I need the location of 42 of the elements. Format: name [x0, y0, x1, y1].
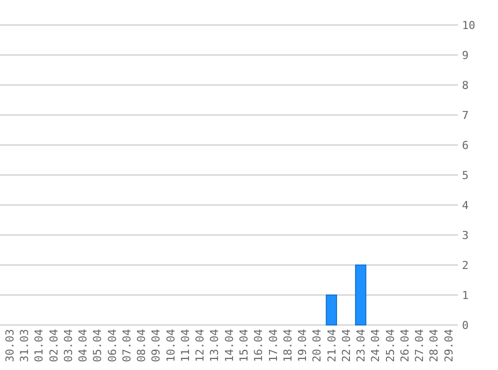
- x-tick-label: 19.04: [296, 328, 310, 362]
- x-tick-label: 24.04: [369, 328, 382, 362]
- x-tick-label: 05.04: [91, 328, 104, 362]
- y-tick-label: 3: [462, 228, 469, 242]
- x-tick-label: 31.03: [18, 329, 31, 362]
- x-tick-label: 14.04: [222, 328, 236, 362]
- y-tick-label: 10: [462, 18, 476, 32]
- x-tick-label: 08.04: [135, 328, 148, 362]
- x-tick-label: 10.04: [164, 328, 178, 362]
- x-tick-label: 18.04: [281, 328, 294, 362]
- x-tick-label: 15.04: [237, 328, 250, 362]
- y-tick-label: 2: [462, 258, 469, 272]
- x-tick-label: 26.04: [398, 328, 412, 362]
- x-tick-label: 04.04: [76, 328, 90, 362]
- x-tick-label: 21.04: [325, 328, 338, 362]
- y-tick-label: 6: [462, 138, 469, 152]
- y-tick-label: 9: [462, 48, 469, 62]
- x-tick-label: 27.04: [413, 328, 426, 362]
- x-tick-label: 25.04: [384, 328, 397, 362]
- x-tick-label: 22.04: [340, 328, 353, 362]
- x-tick-label: 23.04: [354, 328, 368, 362]
- y-tick-label: 5: [462, 168, 469, 182]
- x-tick-label: 11.04: [178, 328, 192, 362]
- x-tick-label: 09.04: [150, 328, 163, 362]
- x-tick-label: 13.04: [208, 328, 222, 362]
- x-tick-label: 20.04: [310, 328, 324, 362]
- y-tick-label: 8: [462, 78, 469, 92]
- y-tick-label: 1: [462, 288, 469, 302]
- x-tick-label: 06.04: [106, 328, 119, 362]
- x-tick-label: 28.04: [428, 328, 441, 362]
- x-tick-label: 12.04: [194, 328, 207, 362]
- x-tick-label: 01.04: [32, 328, 46, 362]
- x-tick-label: 07.04: [120, 328, 134, 362]
- x-tick-label: 16.04: [252, 328, 266, 362]
- y-tick-label: 4: [462, 198, 469, 212]
- y-tick-label: 7: [462, 108, 469, 122]
- y-tick-label: 0: [462, 318, 469, 332]
- x-tick-label: 17.04: [266, 328, 280, 362]
- x-tick-label: 03.04: [62, 328, 75, 362]
- x-tick-label: 30.03: [3, 329, 16, 362]
- x-tick-label: 02.04: [47, 328, 60, 362]
- x-tick-label: 29.04: [442, 328, 456, 362]
